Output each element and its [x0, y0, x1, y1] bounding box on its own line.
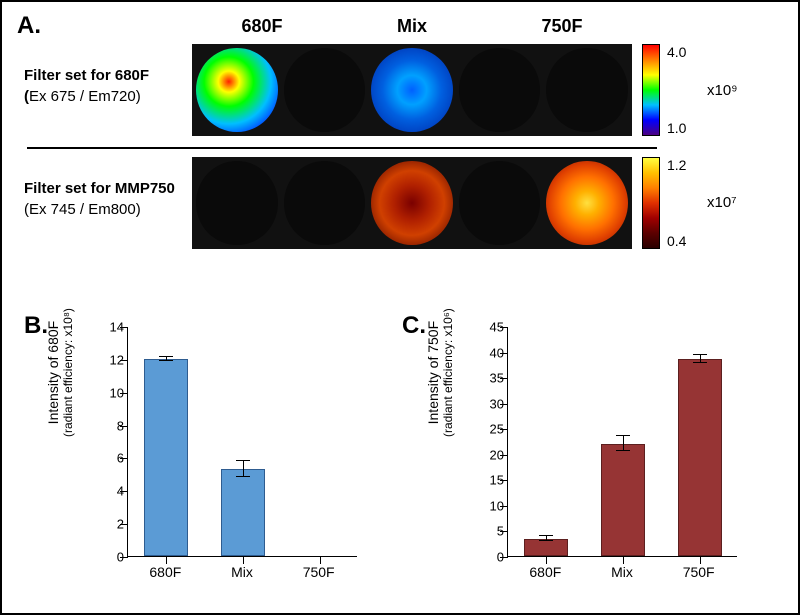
y-tick-label: 0 [474, 550, 504, 565]
col-680f: 680F [222, 16, 302, 37]
x-tick-label: 750F [683, 564, 715, 580]
well-blank-r2b [459, 161, 541, 245]
y-tick-label: 5 [474, 524, 504, 539]
y-tick-label: 35 [474, 371, 504, 386]
chart-b: Intensity of 680F (radiant efficiency: x… [62, 317, 372, 602]
y-tick-label: 14 [94, 320, 124, 335]
y-tick-label: 25 [474, 422, 504, 437]
colorbar-1-labels: 4.0 1.0 [667, 44, 686, 136]
colorbar-2-labels: 1.2 0.4 [667, 157, 686, 249]
y-tick-label: 40 [474, 345, 504, 360]
bar [601, 444, 645, 556]
y-tick-label: 45 [474, 320, 504, 335]
chart-c-plot [507, 327, 737, 557]
panel-a-label: A. [17, 12, 41, 40]
well-750f-r1 [546, 48, 628, 132]
cb1-min: 1.0 [667, 120, 686, 136]
cb2-exp: x10⁷ [707, 194, 737, 211]
cb2-min: 0.4 [667, 233, 686, 249]
well-680f-r1 [196, 48, 278, 132]
colorbar-2 [642, 157, 660, 249]
bar [678, 359, 722, 556]
x-tick-label: Mix [231, 564, 253, 580]
row1-title: Filter set for 680F [24, 67, 149, 84]
y-tick-label: 8 [94, 418, 124, 433]
well-680f-r2 [196, 161, 278, 245]
y-tick-label: 20 [474, 447, 504, 462]
y-tick-label: 4 [94, 484, 124, 499]
chart-b-plot [127, 327, 357, 557]
x-tick-label: 750F [303, 564, 335, 580]
y-tick-label: 10 [474, 498, 504, 513]
panel-c-label: C. [402, 312, 426, 340]
row2-subtitle: (Ex 745 / Em800) [24, 201, 141, 218]
wells-row-2 [192, 157, 632, 249]
y-tick-label: 10 [94, 385, 124, 400]
x-tick-label: 680F [149, 564, 181, 580]
col-750f: 750F [522, 16, 602, 37]
x-tick-label: Mix [611, 564, 633, 580]
y-tick-label: 12 [94, 352, 124, 367]
well-blank-r1a [284, 48, 366, 132]
row1-subtitle: ((Ex 675 / Em720)Ex 675 / Em720) [24, 88, 141, 105]
cb1-max: 4.0 [667, 44, 686, 60]
y-tick-label: 15 [474, 473, 504, 488]
y-tick-label: 2 [94, 517, 124, 532]
well-750f-r2 [546, 161, 628, 245]
row2-title: Filter set for MMP750 [24, 180, 175, 197]
x-tick-label: 680F [529, 564, 561, 580]
row1-label: Filter set for 680F ((Ex 675 / Em720)Ex … [24, 67, 149, 105]
well-mix-r2 [371, 161, 453, 245]
well-blank-r2a [284, 161, 366, 245]
column-headers: 680F Mix 750F [202, 16, 622, 37]
y-tick-label: 6 [94, 451, 124, 466]
row2-label: Filter set for MMP750 (Ex 745 / Em800) [24, 180, 175, 218]
bar [524, 539, 568, 556]
cb1-exp: x10⁹ [707, 82, 738, 99]
y-tick-label: 0 [94, 550, 124, 565]
well-mix-r1 [371, 48, 453, 132]
panel-a-divider [27, 147, 657, 149]
colorbar-1 [642, 44, 660, 136]
bar [221, 469, 265, 556]
chart-c-ytitle: Intensity of 750F (radiant efficiency: x… [425, 308, 455, 437]
chart-b-ytitle: Intensity of 680F (radiant efficiency: x… [45, 308, 75, 437]
well-blank-r1b [459, 48, 541, 132]
col-mix: Mix [372, 16, 452, 37]
cb2-max: 1.2 [667, 157, 686, 173]
y-tick-label: 30 [474, 396, 504, 411]
wells-row-1 [192, 44, 632, 136]
chart-c: Intensity of 750F (radiant efficiency: x… [442, 317, 752, 602]
bar [144, 359, 188, 556]
